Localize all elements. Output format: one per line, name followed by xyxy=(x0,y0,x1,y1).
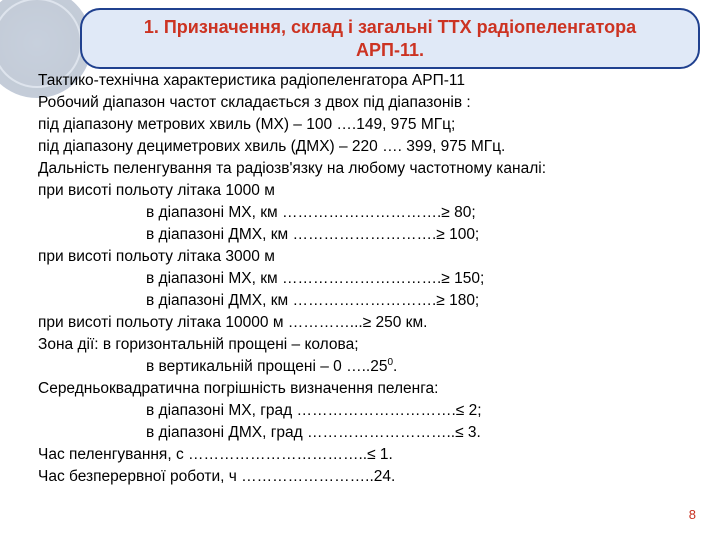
spec-line: Зона дії: в горизонтальній прощені – кол… xyxy=(38,334,698,356)
section-header-banner: 1. Призначення, склад і загальні ТТХ рад… xyxy=(80,8,700,69)
spec-line-indented: в діапазоні МХ, км ………………………….≥ 150; xyxy=(38,268,698,290)
spec-line: Час безперервної роботи, ч ……………………..24. xyxy=(38,466,698,488)
spec-line-indented: в діапазоні ДМХ, км ……………………….≥ 180; xyxy=(38,290,698,312)
spec-line-indented: в діапазоні МХ, град ………………………….≤ 2; xyxy=(38,400,698,422)
spec-line: під діапазону дециметрових хвиль (ДМХ) –… xyxy=(38,136,698,158)
spec-line: Тактико-технічна характеристика радіопел… xyxy=(38,70,698,92)
spec-line: при висоті польоту літака 3000 м xyxy=(38,246,698,268)
section-title-line1: 1. Призначення, склад і загальні ТТХ рад… xyxy=(96,16,684,39)
spec-line-indented: в діапазоні ДМХ, км ……………………….≥ 100; xyxy=(38,224,698,246)
spec-line: при висоті польоту літака 1000 м xyxy=(38,180,698,202)
spec-line-indented: в діапазоні ДМХ, град ………………………..≤ 3. xyxy=(38,422,698,444)
spec-line: під діапазону метрових хвиль (МХ) – 100 … xyxy=(38,114,698,136)
spec-line-indented: в діапазоні МХ, км ………………………….≥ 80; xyxy=(38,202,698,224)
zone-text-post: . xyxy=(393,358,397,375)
body-text: Тактико-технічна характеристика радіопел… xyxy=(38,70,698,488)
spec-line: при висоті польоту літака 10000 м …………..… xyxy=(38,312,698,334)
spec-line: Робочий діапазон частот складається з дв… xyxy=(38,92,698,114)
section-title-line2: АРП-11. xyxy=(96,39,684,62)
spec-line: Дальність пеленгування та радіозв'язку н… xyxy=(38,158,698,180)
zone-text-pre: в вертикальній прощені – 0 …..25 xyxy=(146,358,387,375)
page-number: 8 xyxy=(689,507,696,522)
spec-line: Середньоквадратична погрішність визначен… xyxy=(38,378,698,400)
spec-line-indented: в вертикальній прощені – 0 …..250. xyxy=(38,356,698,378)
spec-line: Час пеленгування, с ……………………………..≤ 1. xyxy=(38,444,698,466)
